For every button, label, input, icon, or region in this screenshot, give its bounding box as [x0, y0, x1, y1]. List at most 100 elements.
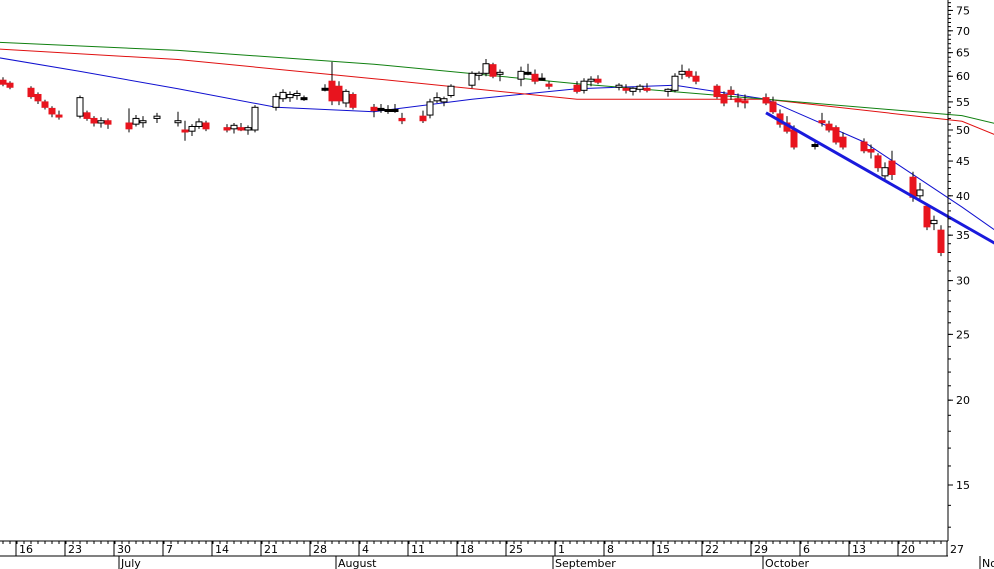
candle — [202, 120, 210, 132]
candle-body — [580, 80, 588, 91]
candle — [300, 95, 308, 101]
candle-body — [811, 144, 819, 148]
x-tick-label: 7 — [166, 543, 173, 556]
candle — [888, 150, 896, 181]
candle — [174, 111, 182, 127]
candle — [27, 86, 35, 99]
candle — [391, 104, 399, 113]
candle — [489, 62, 497, 79]
candle-body — [104, 120, 112, 125]
candle — [475, 71, 483, 81]
y-tick-label: 45 — [956, 155, 970, 168]
candle-body — [594, 78, 602, 83]
candle-body — [237, 127, 245, 131]
candle — [342, 89, 350, 108]
y-tick-label: 55 — [956, 96, 970, 109]
candle — [468, 71, 476, 89]
candle — [97, 117, 105, 128]
month-label: July — [120, 557, 141, 569]
candle — [720, 91, 728, 107]
x-tick-label: 21 — [264, 543, 278, 556]
candle — [524, 63, 532, 76]
x-tick-label: 6 — [803, 543, 810, 556]
candle — [818, 112, 826, 127]
candle — [370, 104, 378, 118]
y-tick-label: 30 — [956, 275, 970, 288]
candle-body — [930, 219, 938, 225]
candle — [286, 91, 294, 102]
candle-body — [671, 75, 679, 91]
moving-average-line-3 — [0, 41, 994, 124]
candle — [293, 90, 301, 100]
candle-body — [398, 117, 406, 122]
candle-body — [300, 97, 308, 101]
candle — [496, 69, 504, 82]
candle-body — [433, 97, 441, 102]
candle — [692, 71, 700, 85]
candle-body — [195, 121, 203, 127]
candle — [860, 138, 868, 154]
candle — [433, 92, 441, 103]
candle-body — [153, 115, 161, 119]
candle — [545, 81, 553, 90]
candle-body — [83, 112, 91, 119]
candle — [230, 123, 238, 134]
candle-body — [293, 92, 301, 97]
candle-body — [692, 75, 700, 82]
candle-body — [76, 97, 84, 117]
y-tick-label: 70 — [956, 25, 970, 38]
candle — [594, 75, 602, 85]
candle — [762, 93, 770, 106]
candle-body — [6, 82, 14, 88]
candle — [328, 61, 336, 106]
candle — [237, 123, 245, 132]
candle-body — [636, 85, 644, 90]
y-tick-label: 20 — [956, 394, 970, 407]
candle — [251, 105, 259, 133]
month-label: November — [982, 557, 994, 569]
candle-body — [762, 97, 770, 104]
candle — [244, 125, 252, 135]
y-tick-label: 40 — [956, 190, 970, 203]
candle — [41, 99, 49, 110]
candle — [685, 68, 693, 79]
candle-body — [482, 63, 490, 74]
candle — [741, 94, 749, 109]
candle — [384, 105, 392, 114]
candle-body — [825, 123, 833, 131]
candle-body — [622, 87, 630, 91]
candle-body — [860, 141, 868, 152]
x-tick-label: 25 — [509, 543, 523, 556]
candle — [377, 104, 385, 113]
candle — [825, 120, 833, 133]
candle-body — [839, 136, 847, 148]
candle-body — [664, 88, 672, 92]
candle — [195, 118, 203, 129]
candle-body — [132, 117, 140, 125]
candle-body — [916, 189, 924, 197]
moving-average-lines — [0, 41, 994, 231]
candle-body — [391, 108, 399, 112]
candle-body — [790, 129, 798, 148]
candle-body — [377, 107, 385, 111]
candle-body — [370, 106, 378, 112]
candle — [769, 96, 777, 114]
candle — [279, 89, 287, 102]
candle — [881, 162, 889, 182]
candle-body — [55, 114, 63, 118]
candle — [587, 76, 595, 87]
candle — [615, 83, 623, 91]
candle — [83, 110, 91, 121]
candle-body — [720, 93, 728, 104]
month-label: September — [555, 557, 616, 569]
y-tick-label: 35 — [956, 229, 970, 242]
candle-body — [545, 83, 553, 87]
y-tick-label: 25 — [956, 328, 970, 341]
candle — [713, 84, 721, 99]
candle-body — [678, 70, 686, 75]
candle — [321, 84, 329, 92]
month-label: August — [338, 557, 377, 569]
candle-body — [125, 122, 133, 130]
candle-body — [34, 93, 42, 102]
